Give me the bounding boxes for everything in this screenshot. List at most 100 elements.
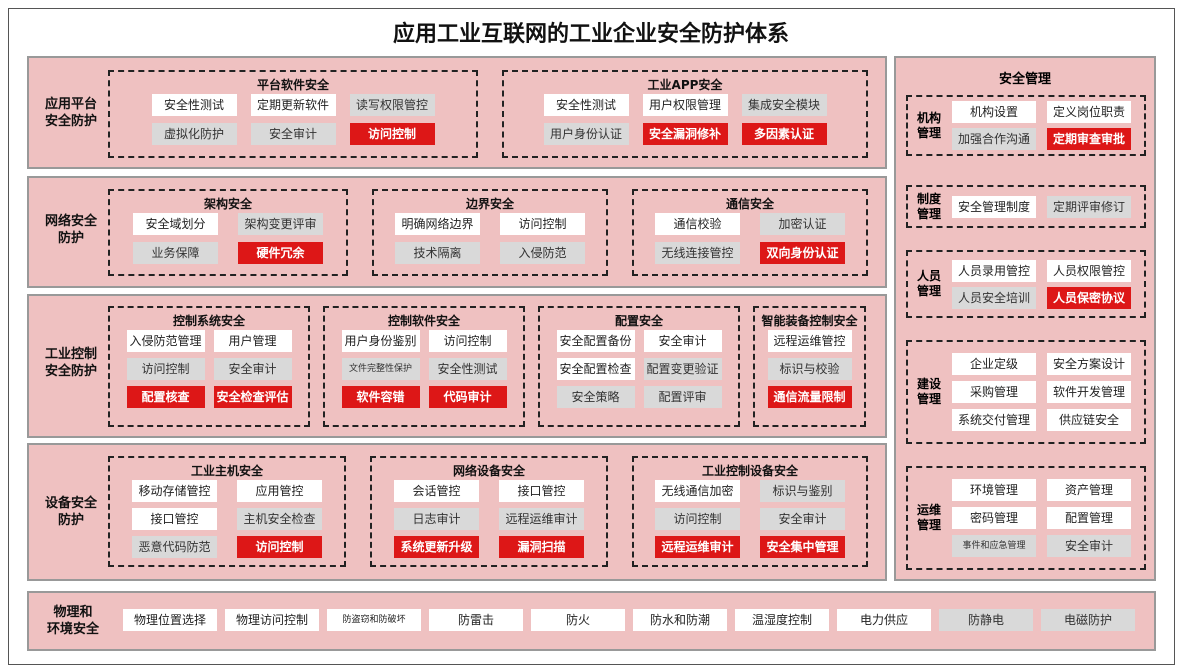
group-title: 网络设备安全 <box>452 464 525 478</box>
block-item: 集成安全模块 <box>741 94 827 116</box>
block-item: 安全管理制度 <box>952 195 1036 218</box>
management-group-label: 机构 管理 <box>916 110 941 140</box>
block-item: 会话管控 <box>394 480 479 502</box>
block-item: 系统更新升级 <box>394 536 479 558</box>
management-group-0: 机构 管理 机构设置 定义岗位职责 加强合作沟通 定期审查审批 <box>906 95 1146 156</box>
group-1: 边界安全 明确网络边界 访问控制 技术隔离 入侵防范 <box>372 189 608 276</box>
block-item: 标识与鉴别 <box>760 480 845 502</box>
block-item: 事件和应急管理 <box>952 535 1036 557</box>
group-0: 控制系统安全 入侵防范管理 用户管理 访问控制 安全审计 配置核查 安全检查评估 <box>108 306 310 427</box>
block-item: 主机安全检查 <box>237 508 322 530</box>
block-item: 安全审计 <box>760 508 845 530</box>
block-item: 环境管理 <box>952 479 1036 501</box>
management-group-1: 制度 管理 安全管理制度 定期评审修订 <box>906 185 1146 228</box>
block-item: 安全策略 <box>556 386 635 408</box>
management-group-4: 运维 管理 环境管理 资产管理 密码管理 配置管理 事件和应急管理 安全审计 <box>906 466 1146 570</box>
group-0: 工业主机安全 移动存储管控 应用管控 接口管控 主机安全检查 恶意代码防范 访问控制 <box>108 456 346 567</box>
security-management-title: 安全管理 <box>998 72 1051 87</box>
block-item: 无线通信加密 <box>655 480 740 502</box>
block-item: 加密认证 <box>760 213 845 235</box>
layer-label: 设备安全 防护 <box>44 496 97 528</box>
layer-physical: 物理和 环境安全 物理位置选择 物理访问控制 防盗窃和防破坏 防雷击 防火 防水和防潮 温湿度控… <box>27 591 1156 651</box>
layer-1: 网络安全 防护 <box>27 176 887 288</box>
block-item: 双向身份认证 <box>760 242 845 264</box>
block-item: 电力供应 <box>837 609 931 631</box>
block-item: 恶意代码防范 <box>132 536 217 558</box>
group-title: 智能装备控制安全 <box>761 314 858 328</box>
block-item: 多因素认证 <box>741 123 827 145</box>
block-item: 人员录用管控 <box>952 259 1036 282</box>
group-3: 智能装备控制安全远程运维管控 标识与校验通信流量限制 <box>753 306 866 427</box>
block-item: 防火 <box>531 609 625 631</box>
block-item: 标识与校验 <box>767 358 852 380</box>
block-item: 接口管控 <box>499 480 584 502</box>
layer-label: 网络安全 防护 <box>44 214 97 246</box>
management-group-label: 人员 管理 <box>916 269 941 298</box>
block-item: 业务保障 <box>133 242 218 264</box>
block-item: 定期评审修订 <box>1047 195 1131 218</box>
layer-label: 物理和 环境安全 <box>46 605 99 637</box>
block-item: 加强合作沟通 <box>952 128 1036 150</box>
block-item: 安全配置备份 <box>556 330 635 352</box>
block-item: 漏洞扫描 <box>499 536 584 558</box>
block-item: 硬件冗余 <box>238 242 323 264</box>
block-item: 安全性测试 <box>151 94 237 116</box>
block-item: 安全方案设计 <box>1047 353 1131 375</box>
block-item: 日志审计 <box>394 508 479 530</box>
group-title: 配置安全 <box>614 314 663 328</box>
group-2: 通信安全 通信校验 加密认证 无线连接管控 双向身份认证 <box>632 189 868 276</box>
block-item: 文件完整性保护 <box>341 358 420 380</box>
security-management-panel: 安全管理 机构 管理 机构设置 定义岗位职责 加强合作沟通 定期审查审批制度 管理 安全管理制… <box>894 56 1156 581</box>
group-title: 工业APP安全 <box>647 78 723 92</box>
block-item: 安全审计 <box>643 330 722 352</box>
block-item: 资产管理 <box>1047 479 1131 501</box>
group-2: 配置安全 安全配置备份 安全审计 安全配置检查 配置变更验证 安全策略 配置评审 <box>538 306 740 427</box>
block-item: 定义岗位职责 <box>1047 101 1131 123</box>
block-item: 架构变更评审 <box>238 213 323 235</box>
group-1: 控制软件安全 用户身份鉴别 访问控制 文件完整性保护 安全性测试 软件容错 代码审计 <box>323 306 525 427</box>
block-item: 安全域划分 <box>133 213 218 235</box>
block-item: 访问控制 <box>500 213 585 235</box>
block-item: 访问控制 <box>126 358 205 380</box>
layer-label: 应用平台 安全防护 <box>44 97 97 129</box>
block-item: 远程运维管控 <box>767 330 852 352</box>
management-group-label: 建设 管理 <box>916 377 941 406</box>
block-item: 安全检查评估 <box>213 386 292 408</box>
block-item: 企业定级 <box>952 353 1036 375</box>
block-item: 防盗窃和防破坏 <box>327 609 421 631</box>
block-item: 访问控制 <box>349 123 435 145</box>
block-item: 用户身份鉴别 <box>341 330 420 352</box>
block-item: 用户身份认证 <box>543 123 629 145</box>
block-item: 代码审计 <box>428 386 507 408</box>
block-item: 软件开发管理 <box>1047 381 1131 403</box>
block-item: 读写权限管控 <box>349 94 435 116</box>
block-item: 安全审计 <box>213 358 292 380</box>
block-item: 安全审计 <box>1047 535 1131 557</box>
block-item: 安全性测试 <box>428 358 507 380</box>
group-0: 平台软件安全 安全性测试 定期更新软件 读写权限管控 虚拟化防护 安全审计 访问控制 <box>108 70 478 158</box>
group-title: 控制系统安全 <box>172 314 245 328</box>
block-item: 远程运维审计 <box>655 536 740 558</box>
group-title: 边界安全 <box>465 197 514 211</box>
block-item: 访问控制 <box>655 508 740 530</box>
block-item: 用户权限管理 <box>642 94 728 116</box>
block-item: 人员安全培训 <box>952 286 1036 309</box>
block-item: 安全审计 <box>250 123 336 145</box>
block-item: 机构设置 <box>952 101 1036 123</box>
group-1: 工业APP安全 安全性测试 用户权限管理 集成安全模块 用户身份认证 安全漏洞修补 多因素认… <box>502 70 868 158</box>
block-item: 安全配置检查 <box>556 358 635 380</box>
block-item: 防静电 <box>939 609 1033 631</box>
block-item: 采购管理 <box>952 381 1036 403</box>
block-item: 通信流量限制 <box>767 386 852 408</box>
block-item: 虚拟化防护 <box>151 123 237 145</box>
diagram-title: 应用工业互联网的工业企业安全防护体系 <box>392 22 789 47</box>
block-item: 系统交付管理 <box>952 409 1036 431</box>
block-item: 安全漏洞修补 <box>642 123 728 145</box>
block-item: 配置核查 <box>126 386 205 408</box>
block-item: 电磁防护 <box>1041 609 1135 631</box>
management-group-2: 人员 管理 人员录用管控 人员权限管控 人员安全培训 人员保密协议 <box>906 250 1146 318</box>
block-item: 配置管理 <box>1047 507 1131 529</box>
block-item: 技术隔离 <box>395 242 480 264</box>
group-title: 控制软件安全 <box>387 314 460 328</box>
block-item: 温湿度控制 <box>735 609 829 631</box>
